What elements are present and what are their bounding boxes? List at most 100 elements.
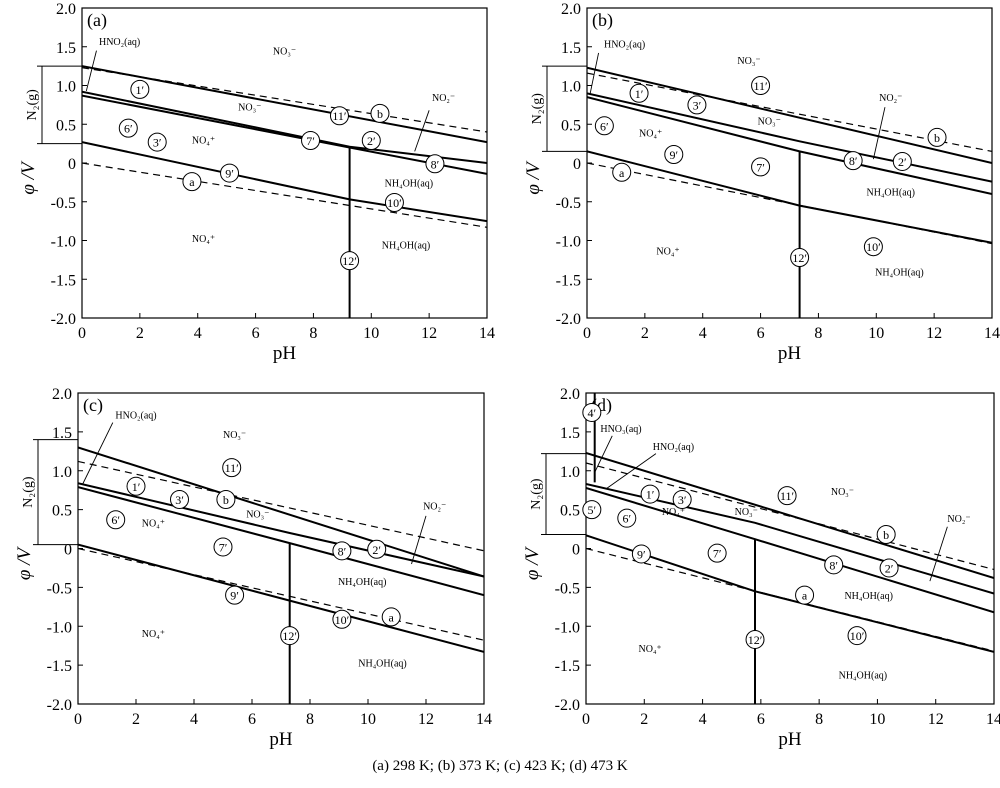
- marker-label: 3′: [693, 98, 702, 112]
- equilibrium-line: [78, 482, 484, 578]
- x-tick-label: 2: [136, 325, 144, 342]
- x-tick-label: 12: [421, 325, 437, 342]
- panel-label: (a): [87, 10, 107, 31]
- pointer-line: [872, 107, 886, 160]
- marker-circle: [126, 476, 146, 496]
- region-label: NO₃⁻: [758, 116, 781, 127]
- marker-label: b: [934, 131, 940, 145]
- equilibrium-line: [587, 150, 992, 244]
- marker-circle: [213, 537, 233, 557]
- marker-label: 7′: [306, 134, 315, 148]
- marker-circle: [824, 555, 844, 575]
- region-label: HNO₂(aq): [604, 40, 645, 51]
- x-tick-label: 0: [78, 325, 86, 342]
- equilibrium-line: [78, 446, 484, 578]
- marker-circle: [384, 193, 404, 213]
- marker-label: 7′: [219, 540, 228, 554]
- x-tick-label: 14: [479, 325, 495, 342]
- y-tick-label: -2.0: [47, 697, 72, 714]
- pointer-line: [594, 435, 613, 473]
- marker-label: 3′: [678, 493, 687, 507]
- x-tick-label: 4: [699, 711, 707, 728]
- marker-circle: [664, 144, 684, 164]
- marker-label: 3′: [175, 493, 184, 507]
- marker-circle: [847, 626, 867, 646]
- region-label: NO₃⁻: [735, 507, 758, 518]
- y-tick-label: 2.0: [52, 386, 72, 403]
- region-label: NH₄OH(aq): [358, 659, 406, 670]
- marker-circle: [220, 163, 240, 183]
- marker-circle: [843, 151, 863, 171]
- water-stability-line: [78, 547, 484, 641]
- marker-circle: [130, 79, 150, 99]
- region-label: NO₂⁻: [423, 502, 446, 513]
- marker-label: 12′: [748, 633, 763, 647]
- panel-b: 2.01.51.00.50-0.5-1.0-1.5-2.00 2 4 6 8 10 12 14…: [523, 1, 1000, 364]
- marker-circle: [340, 251, 360, 271]
- region-label: NO₂⁻: [947, 514, 970, 525]
- marker-circle: [927, 127, 947, 147]
- marker-circle: [118, 118, 138, 138]
- series-group: [82, 65, 487, 318]
- marker-label: a: [802, 589, 808, 603]
- x-tick-label: 12: [926, 325, 942, 342]
- region-label: NH₄OH(aq): [875, 267, 923, 278]
- n2-label: N₂(g): [25, 89, 40, 121]
- region-label: NH₄OH(aq): [867, 188, 915, 199]
- pointer-line: [81, 422, 114, 485]
- region-label: NO₄⁺: [142, 629, 165, 640]
- pointer-line: [411, 515, 427, 565]
- equilibrium-line: [587, 92, 992, 183]
- region-label: NH₄OH(aq): [839, 670, 887, 681]
- y-tick-label: 0: [573, 156, 581, 173]
- marker-circle: [216, 490, 236, 510]
- y-tick-label: -1.5: [51, 272, 76, 289]
- marker-label: 10′: [335, 613, 350, 627]
- marker-label: a: [389, 610, 395, 624]
- marker-label: a: [189, 175, 195, 189]
- marker-circle: [612, 162, 632, 182]
- y-tick-label: -1.5: [555, 658, 580, 675]
- marker-label: 7′: [713, 547, 722, 561]
- x-tick-label: 6: [757, 325, 765, 342]
- x-tick-label: 10: [868, 325, 884, 342]
- marker-circle: [361, 131, 381, 151]
- region-label: NO₃⁻: [273, 47, 296, 58]
- marker-circle: [707, 543, 727, 563]
- x-tick-label: 0: [582, 711, 590, 728]
- equilibrium-line: [586, 451, 994, 579]
- region-label: NO₄⁺: [662, 507, 685, 518]
- marker-circle: [672, 490, 692, 510]
- region-label: HNO₃(aq): [600, 424, 641, 435]
- marker-circle: [640, 484, 660, 504]
- region-label: NH₄OH(aq): [385, 178, 433, 189]
- y-tick-label: 0.5: [561, 117, 581, 134]
- x-tick-label: 12: [418, 711, 434, 728]
- marker-label: 6′: [622, 512, 631, 526]
- x-axis-label: pH: [778, 729, 802, 750]
- x-tick-label: 14: [986, 711, 1000, 728]
- marker-circle: [790, 248, 810, 268]
- y-axis-label: φ /V: [522, 546, 543, 581]
- y-tick-label: 1.5: [560, 425, 580, 442]
- region-label: NH₄OH(aq): [382, 240, 430, 251]
- series-group: [78, 446, 484, 704]
- marker-circle: [582, 402, 602, 422]
- y-tick-label: 0: [68, 156, 76, 173]
- marker-label: 12′: [792, 251, 807, 265]
- marker-label: 11′: [332, 109, 347, 123]
- pointer-line: [589, 52, 600, 95]
- water-stability-line: [587, 72, 992, 152]
- water-stability-line: [82, 67, 487, 133]
- x-tick-label: 14: [984, 325, 1000, 342]
- marker-circle: [876, 525, 896, 545]
- marker-circle: [863, 237, 883, 257]
- pointer-line: [929, 526, 948, 582]
- marker-label: 1′: [646, 488, 655, 502]
- marker-circle: [751, 76, 771, 95]
- region-label: NH₄OH(aq): [338, 577, 386, 588]
- marker-circle: [381, 607, 401, 627]
- n2-label: N₂(g): [530, 93, 545, 125]
- y-tick-label: -0.5: [555, 580, 580, 597]
